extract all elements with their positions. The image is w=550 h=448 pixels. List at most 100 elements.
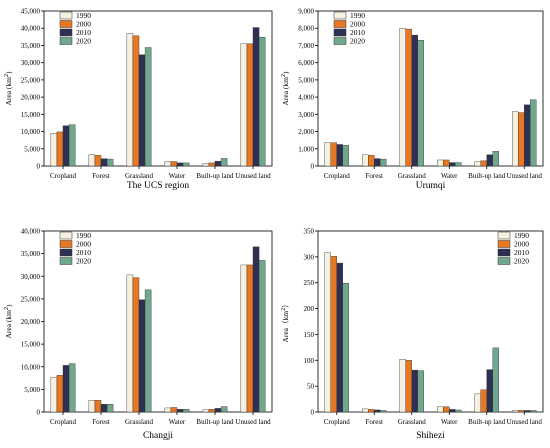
legend-swatch-2020 bbox=[497, 257, 511, 265]
y-tick-label: 100 bbox=[304, 357, 315, 365]
bar-2000-built-up-land bbox=[480, 160, 487, 167]
bar-2010-unused-land bbox=[524, 410, 531, 413]
legend-swatch-2010 bbox=[497, 248, 511, 257]
bar-2000-unused-land bbox=[518, 410, 525, 413]
legend-label: 2010 bbox=[514, 248, 529, 257]
bar-2010-built-up-land bbox=[214, 160, 222, 167]
legend-label: 2010 bbox=[350, 28, 365, 37]
legend-label: 2000 bbox=[76, 20, 91, 29]
x-tick-label: Grassland bbox=[398, 418, 426, 426]
bar-2010-cropland bbox=[336, 144, 343, 167]
bar-2010-cropland bbox=[336, 262, 343, 413]
y-tick-label: 20,000 bbox=[21, 318, 41, 326]
legend-label: 1990 bbox=[76, 11, 91, 20]
legend-swatch-2000 bbox=[333, 20, 347, 28]
bar-2010-unused-land bbox=[252, 27, 260, 167]
chart-title: Shihezi bbox=[416, 431, 445, 441]
legend-label: 2020 bbox=[76, 257, 91, 266]
bar-2000-water bbox=[170, 407, 178, 413]
bar-1990-forest bbox=[362, 154, 369, 167]
legend-label: 2020 bbox=[350, 37, 365, 46]
x-tick-label: Cropland bbox=[324, 172, 351, 180]
bar-2020-water bbox=[182, 162, 190, 167]
x-tick-label: Unused land bbox=[235, 418, 271, 426]
bar-1990-unused-land bbox=[240, 43, 248, 167]
bar-2020-cropland bbox=[342, 283, 349, 413]
y-tick-label: 15,000 bbox=[21, 341, 41, 349]
bar-2000-built-up-land bbox=[208, 162, 216, 167]
bar-2010-built-up-land bbox=[486, 369, 493, 413]
bar-2010-forest bbox=[100, 404, 108, 413]
y-axis-label: Area (km2) bbox=[4, 304, 13, 339]
y-tick-label: 25,000 bbox=[21, 295, 41, 303]
bar-2010-water bbox=[176, 162, 184, 167]
x-tick-label: Built-up land bbox=[196, 172, 234, 180]
bar-2000-grassland bbox=[132, 277, 140, 413]
bar-2000-built-up-land bbox=[480, 389, 487, 413]
chart-title: Changji bbox=[143, 431, 173, 441]
y-axis-label: Area (km2) bbox=[4, 71, 13, 106]
y-tick-label: 50 bbox=[307, 383, 315, 391]
bar-2000-cropland bbox=[56, 375, 64, 413]
bar-2020-unused-land bbox=[258, 36, 266, 167]
bar-1990-built-up-land bbox=[474, 393, 481, 413]
bar-2010-unused-land bbox=[524, 104, 531, 167]
plot-frame bbox=[317, 230, 544, 413]
x-tick-label: Built-up land bbox=[468, 172, 506, 180]
bar-2020-unused-land bbox=[258, 260, 266, 413]
legend-swatch-2000 bbox=[497, 240, 511, 248]
y-tick-label: 9,000 bbox=[298, 8, 314, 16]
y-tick-label: 35,000 bbox=[21, 250, 41, 258]
y-tick-label: 0 bbox=[37, 409, 41, 417]
bar-2010-unused-land bbox=[252, 246, 260, 413]
y-tick-label: 8,000 bbox=[298, 25, 314, 33]
x-tick-label: Cropland bbox=[324, 418, 351, 426]
bar-1990-built-up-land bbox=[474, 161, 481, 167]
y-tick-label: 25,000 bbox=[21, 76, 41, 84]
legend-label: 2000 bbox=[514, 240, 529, 249]
bar-2000-unused-land bbox=[246, 43, 254, 167]
bar-2020-water bbox=[182, 409, 190, 413]
bar-2010-grassland bbox=[411, 34, 418, 167]
y-axis-label: Area (km2) bbox=[281, 71, 290, 106]
bar-2000-grassland bbox=[405, 28, 412, 167]
legend-swatch-2020 bbox=[333, 37, 347, 45]
bar-2020-cropland bbox=[68, 124, 76, 167]
bar-2010-water bbox=[176, 409, 184, 413]
legend-swatch-2000 bbox=[59, 20, 73, 28]
chart-panel-1: 0 5,000 10,000 15,000 20,000 25,000 30,000 35,0… bbox=[4, 8, 273, 191]
bar-2010-forest bbox=[100, 158, 108, 167]
bar-1990-cropland bbox=[50, 133, 58, 167]
bar-2000-water bbox=[443, 406, 450, 413]
y-tick-label: 5,000 bbox=[298, 76, 314, 84]
bar-2020-built-up-land bbox=[220, 158, 228, 167]
legend-label: 1990 bbox=[76, 231, 91, 240]
bar-2000-water bbox=[443, 159, 450, 167]
x-tick-label: Cropland bbox=[50, 418, 77, 426]
bar-2010-water bbox=[449, 409, 456, 413]
bar-2020-water bbox=[455, 162, 462, 167]
bar-2020-forest bbox=[106, 158, 114, 167]
bar-1990-water bbox=[437, 159, 444, 167]
legend-label: 2020 bbox=[76, 37, 91, 46]
bar-1990-cropland bbox=[324, 142, 331, 167]
y-tick-label: 0 bbox=[311, 409, 315, 417]
legend-swatch-2010 bbox=[59, 28, 73, 37]
legend-swatch-1990 bbox=[497, 231, 511, 240]
chart-panel-3: 0 5,000 10,000 15,000 20,000 25,000 30,000 35,0… bbox=[4, 228, 273, 441]
legend-label: 2000 bbox=[350, 20, 365, 29]
bar-2010-water bbox=[449, 162, 456, 167]
bar-2020-forest bbox=[106, 404, 114, 413]
bar-2010-cropland bbox=[62, 125, 70, 167]
y-axis-label: Area（km2） bbox=[281, 300, 290, 342]
legend-label: 2020 bbox=[514, 257, 529, 266]
y-tick-label: 30,000 bbox=[21, 59, 41, 67]
bar-2010-grassland bbox=[138, 54, 146, 167]
bar-2000-cropland bbox=[330, 142, 337, 167]
y-tick-label: 7,000 bbox=[298, 42, 314, 50]
legend-swatch-1990 bbox=[59, 11, 73, 20]
bar-1990-water bbox=[164, 407, 172, 413]
